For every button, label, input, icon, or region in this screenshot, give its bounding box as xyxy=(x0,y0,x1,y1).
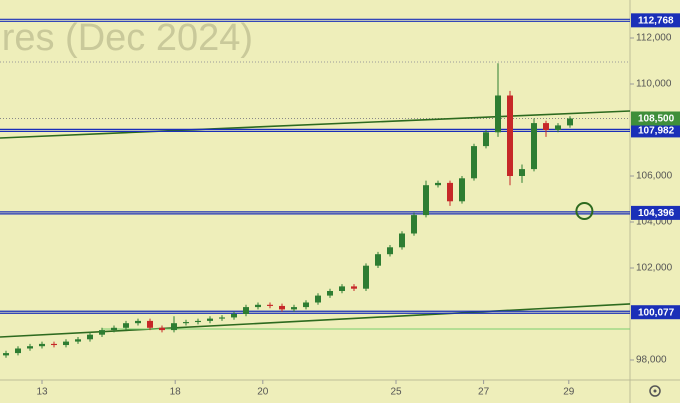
candle-body xyxy=(399,233,405,248)
candle-body xyxy=(27,346,33,349)
candle-body xyxy=(135,320,141,324)
candle-body xyxy=(567,118,573,126)
candle-body xyxy=(543,123,549,130)
candle-body xyxy=(51,343,57,346)
candle-body xyxy=(147,320,153,328)
candle-body xyxy=(411,215,417,234)
candle-body xyxy=(459,178,465,202)
x-tick-label: 20 xyxy=(257,387,269,398)
candle-body xyxy=(423,185,429,216)
settings-icon[interactable] xyxy=(649,385,661,397)
candle-body xyxy=(471,146,477,179)
candle-body xyxy=(3,353,9,356)
candle-body xyxy=(519,169,525,176)
y-tick-label: 110,000 xyxy=(636,79,672,90)
candle-body xyxy=(339,286,345,291)
candle-body xyxy=(303,302,309,308)
candle-body xyxy=(171,323,177,331)
y-tick-label: 104,000 xyxy=(636,217,673,228)
price-label: 107,982 xyxy=(638,126,675,137)
x-tick-label: 13 xyxy=(36,387,48,398)
candle-body xyxy=(231,313,237,318)
price-label-box xyxy=(631,123,680,138)
candle-body xyxy=(291,307,297,310)
marker xyxy=(575,201,594,220)
candle-body xyxy=(75,339,81,342)
candle-body xyxy=(483,132,489,147)
x-tick-label: 27 xyxy=(478,387,490,398)
candle-body xyxy=(315,295,321,303)
price-label: 100,077 xyxy=(638,307,675,318)
candle-body xyxy=(375,254,381,266)
candle-body xyxy=(327,290,333,296)
watermark: tures (Dec 2024) xyxy=(0,17,253,59)
price-label-box xyxy=(631,205,680,220)
candle-body xyxy=(99,330,105,335)
price-label-box xyxy=(631,13,680,28)
x-tick-label: 18 xyxy=(170,387,182,398)
x-tick-label: 25 xyxy=(390,387,402,398)
candle-body xyxy=(15,348,21,354)
candle-body xyxy=(363,265,369,289)
candle-body xyxy=(351,286,357,289)
candle-body xyxy=(243,307,249,314)
price-label-box xyxy=(631,305,680,320)
candle-body xyxy=(87,334,93,340)
candle-body xyxy=(39,343,45,347)
candle-body xyxy=(555,125,561,130)
candle-body xyxy=(207,318,213,321)
candle-body xyxy=(387,247,393,255)
y-tick-label: 102,000 xyxy=(636,263,673,274)
candle-body xyxy=(111,327,117,331)
candle-body xyxy=(495,95,501,133)
candle-body xyxy=(435,182,441,186)
candle-body xyxy=(255,304,261,308)
candle-body xyxy=(123,323,129,328)
candle-body xyxy=(183,322,189,324)
candle-body xyxy=(219,317,225,319)
price-label: 104,396 xyxy=(638,208,675,219)
trendline xyxy=(0,110,631,139)
candle-body xyxy=(279,305,285,310)
candle-body xyxy=(63,341,69,346)
candle-body xyxy=(531,123,537,170)
price-label: 108,500 xyxy=(638,114,675,125)
candle-body xyxy=(195,320,201,323)
price-label: 112,768 xyxy=(638,15,674,26)
candle-body xyxy=(267,304,273,306)
x-tick-label: 29 xyxy=(563,387,575,398)
candle-body xyxy=(447,182,453,202)
price-label-box xyxy=(631,111,680,126)
y-tick-label: 106,000 xyxy=(636,171,673,182)
y-tick-label: 98,000 xyxy=(636,355,667,366)
candle-body xyxy=(507,95,513,176)
candle-body xyxy=(159,327,165,331)
y-tick-label: 112,000 xyxy=(636,33,672,44)
